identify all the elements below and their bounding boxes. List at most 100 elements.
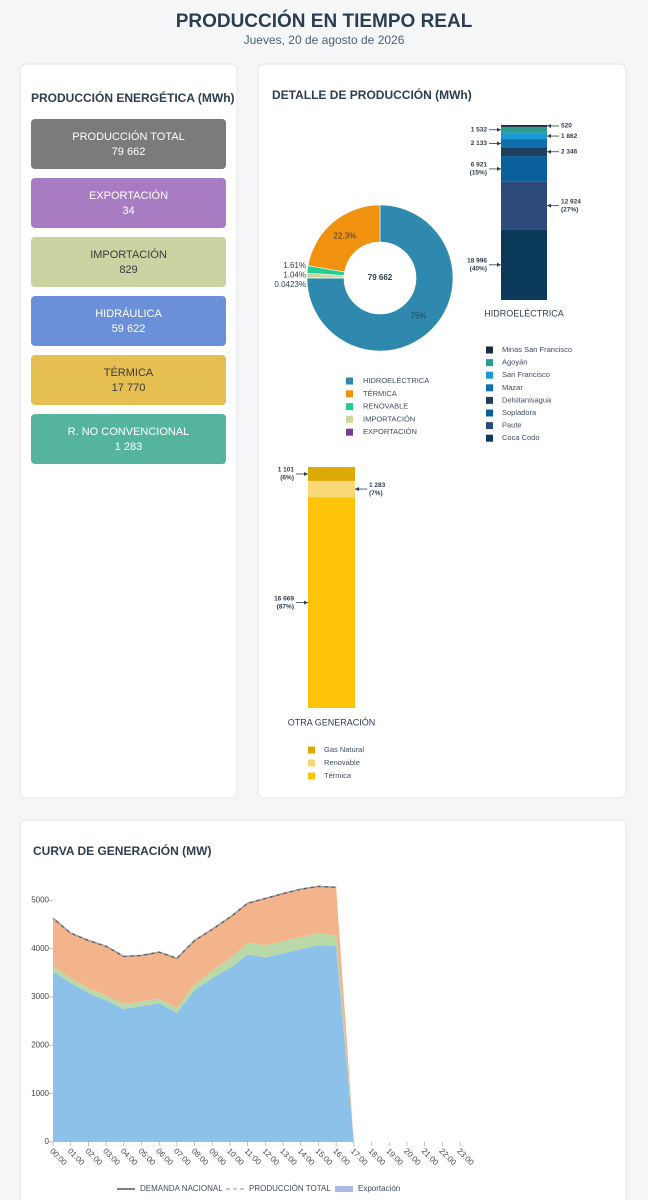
legend-label: Agoyán (502, 358, 527, 367)
arrow-head (355, 487, 359, 492)
legend-label: San Francisco (502, 370, 550, 379)
arrow-head (497, 141, 501, 146)
legend-label: Gas Natural (324, 745, 364, 754)
y-tick-label: 4000 (31, 944, 49, 953)
card-label: HIDRÁULICA (95, 307, 162, 320)
card-label: IMPORTACIÓN (90, 248, 167, 261)
y-tick-label: 5000 (31, 895, 49, 904)
arrow-head (304, 471, 308, 476)
percent-label: (27%) (561, 206, 578, 213)
legend-label: PRODUCCIÓN TOTAL (249, 1184, 331, 1193)
percent-label: (6%) (280, 475, 294, 482)
summary-card (31, 237, 226, 287)
panel-title: DETALLE DE PRODUCCIÓN (MWh) (272, 87, 472, 102)
bar-segment (501, 132, 547, 140)
panel-title: PRODUCCIÓN ENERGÉTICA (MWh) (31, 90, 235, 105)
card-label: R. NO CONVENCIONAL (68, 426, 190, 438)
card-value: 59 622 (112, 323, 146, 335)
bar-segment (308, 467, 355, 481)
bar-segment (308, 497, 355, 708)
bar-segment (501, 156, 547, 182)
donut-slice (307, 204, 381, 273)
arrow-head (497, 166, 501, 171)
arrow-head (497, 262, 501, 267)
value-label: 18 996 (467, 258, 487, 265)
legend-label: Delsitanisagua (502, 395, 552, 404)
legend-swatch (486, 359, 493, 367)
legend-swatch (346, 415, 353, 423)
legend-label: Minas San Francisco (502, 345, 572, 354)
value-label: 12 924 (561, 198, 581, 205)
bar-segment (308, 480, 355, 498)
value-label: 1 862 (561, 133, 578, 140)
arrow-head (547, 134, 551, 139)
legend-swatch (335, 1186, 353, 1192)
value-label: 2 346 (561, 148, 578, 155)
legend-label: IMPORTACIÓN (363, 414, 415, 423)
bar-segment (501, 181, 547, 230)
legend-swatch (486, 384, 493, 392)
card-label: EXPORTACIÓN (89, 189, 168, 202)
line (52, 885, 337, 959)
legend-label: Renovable (324, 758, 360, 767)
y-tick-label: 0 (45, 1137, 50, 1146)
y-tick-label: 2000 (31, 1040, 49, 1049)
donut-slice (306, 204, 454, 352)
arrow-head (304, 600, 308, 605)
legend-swatch (346, 390, 353, 398)
slice-label: 1.04% (283, 271, 306, 280)
legend-label: HIDROELÉCTRICA (363, 376, 429, 385)
percent-label: (7%) (369, 490, 383, 497)
summary-card (31, 119, 226, 169)
page-title: PRODUCCIÓN EN TIEMPO REAL (176, 10, 473, 32)
arrow-head (547, 203, 551, 208)
donut-center: 79 662 (368, 273, 393, 282)
legend-label: Coca Codo (502, 433, 540, 442)
value-label: 1 283 (369, 482, 386, 489)
value-label: 6 921 (471, 162, 488, 169)
legend-swatch (346, 377, 353, 385)
panel-title: CURVA DE GENERACIÓN (MW) (33, 843, 211, 858)
summary-card (31, 178, 226, 228)
bar-category: HIDROELÉCTRICA (484, 308, 564, 318)
slice-label: 22.3% (334, 231, 357, 240)
summary-card (31, 296, 226, 346)
legend-swatch (308, 746, 315, 754)
legend-swatch (486, 422, 493, 430)
arrow-head (547, 149, 551, 154)
legend-label: Exportación (358, 1184, 400, 1193)
area (53, 945, 354, 1142)
value-label: 520 (561, 123, 572, 130)
bar-segment (501, 147, 547, 157)
summary-card (31, 355, 226, 405)
legend-swatch (346, 403, 353, 411)
value-label: 2 133 (471, 140, 488, 147)
legend-label: Paute (502, 421, 522, 430)
legend-label: Térmica (324, 771, 352, 780)
bar-segment (501, 139, 547, 148)
legend-swatch (486, 346, 493, 354)
bar-segment (501, 229, 547, 300)
bar-segment (501, 125, 547, 127)
legend-label: EXPORTACIÓN (363, 427, 417, 436)
percent-label: (40%) (470, 266, 487, 273)
y-tick-label: 3000 (31, 992, 49, 1001)
value-label: 16 669 (274, 595, 294, 602)
bar-category: OTRA GENERACIÓN (288, 717, 376, 727)
card-value: 829 (119, 264, 137, 276)
card-value: 79 662 (112, 146, 146, 158)
legend-label: DEMANDA NACIONAL (140, 1184, 223, 1193)
percent-label: (87%) (277, 603, 294, 610)
slice-label: 1.61% (283, 261, 306, 270)
legend-label: Mazar (502, 383, 523, 392)
legend-label: RENOVABLE (363, 402, 408, 411)
card-value: 34 (122, 205, 134, 217)
card-value: 1 283 (115, 441, 143, 453)
summary-card (31, 414, 226, 464)
card-label: TÉRMICA (104, 366, 154, 379)
value-label: 1 101 (278, 467, 295, 474)
legend-swatch (346, 428, 353, 436)
arrow-head (547, 123, 551, 128)
legend-swatch (486, 396, 493, 404)
